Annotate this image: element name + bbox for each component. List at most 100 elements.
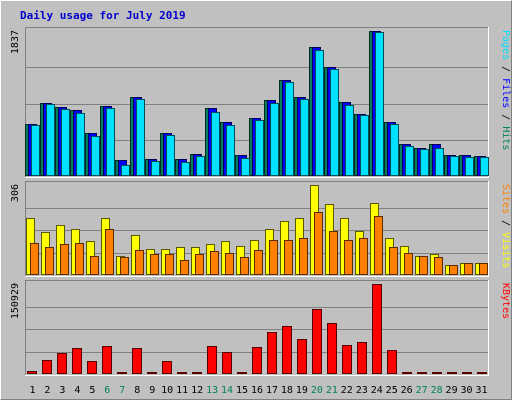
x-tick-label: 10 xyxy=(161,385,173,396)
bar-sites-day-26 xyxy=(404,253,413,275)
bar-kbytes-day-10 xyxy=(162,361,172,374)
bar-kbytes-day-6 xyxy=(102,346,112,374)
legend-entry: / xyxy=(500,108,511,126)
bar-kbytes-day-9 xyxy=(147,372,157,374)
bar-pages-day-4 xyxy=(76,113,85,176)
bar-kbytes-day-20 xyxy=(312,309,322,374)
bar-pages-day-11 xyxy=(181,162,190,176)
bar-kbytes-day-1 xyxy=(27,371,37,374)
bar-pages-day-29 xyxy=(450,156,459,176)
bar-pages-day-18 xyxy=(285,82,294,176)
bar-sites-day-11 xyxy=(180,260,189,275)
bar-sites-day-23 xyxy=(359,238,368,275)
legend-entry: Hits xyxy=(500,126,511,150)
bar-sites-day-22 xyxy=(344,240,353,275)
bar-sites-day-8 xyxy=(135,250,144,275)
bar-sites-day-19 xyxy=(299,238,308,275)
bar-sites-day-31 xyxy=(479,263,488,275)
bar-pages-day-28 xyxy=(435,148,444,176)
axis-max-label: 150929 xyxy=(10,283,21,319)
x-tick-label: 12 xyxy=(191,385,203,396)
legend-entry: Sites xyxy=(500,184,511,214)
bar-kbytes-day-4 xyxy=(72,348,82,374)
bar-sites-day-7 xyxy=(120,257,129,275)
axis-max-label: 1837 xyxy=(10,30,21,54)
bar-kbytes-day-3 xyxy=(57,353,67,374)
bar-sites-day-24 xyxy=(374,216,383,275)
bar-pages-day-16 xyxy=(255,120,264,176)
bar-sites-day-4 xyxy=(75,243,84,275)
bar-sites-day-14 xyxy=(225,253,234,275)
bar-sites-day-2 xyxy=(45,247,54,275)
x-tick-label: 14 xyxy=(221,385,233,396)
bar-kbytes-day-12 xyxy=(192,372,202,374)
bar-kbytes-day-17 xyxy=(267,332,277,374)
x-tick-label: 24 xyxy=(371,385,383,396)
legend-entry: Pages xyxy=(500,30,511,60)
x-tick-label: 31 xyxy=(475,385,487,396)
bar-pages-day-10 xyxy=(166,135,175,176)
bar-kbytes-day-8 xyxy=(132,348,142,374)
x-tick-label: 19 xyxy=(296,385,308,396)
bar-pages-day-8 xyxy=(136,99,145,176)
panel-border-light xyxy=(25,27,489,178)
bar-pages-day-27 xyxy=(420,149,429,176)
x-tick-label: 7 xyxy=(119,385,125,396)
bar-kbytes-day-16 xyxy=(252,347,262,374)
x-tick-label: 28 xyxy=(431,385,443,396)
bar-pages-day-5 xyxy=(91,136,100,176)
legend-entry: / xyxy=(500,60,511,78)
bar-kbytes-day-30 xyxy=(462,372,472,374)
x-tick-label: 1 xyxy=(29,385,35,396)
bar-sites-day-16 xyxy=(254,250,263,275)
panel-legend: KBytes xyxy=(500,283,511,319)
panel-visits-sites: 306 Sites / Visits xyxy=(10,181,511,277)
x-tick-label: 17 xyxy=(266,385,278,396)
legend-entry: Files xyxy=(500,78,511,108)
bar-pages-day-24 xyxy=(375,32,384,176)
x-tick-label: 6 xyxy=(104,385,110,396)
bar-pages-day-20 xyxy=(315,50,324,176)
bar-sites-day-15 xyxy=(240,257,249,275)
legend-entry: Visits xyxy=(500,232,511,268)
x-tick-label: 2 xyxy=(44,385,50,396)
legend-entry: / xyxy=(500,214,511,232)
bar-sites-day-9 xyxy=(150,254,159,275)
x-tick-label: 9 xyxy=(149,385,155,396)
bar-sites-day-18 xyxy=(284,240,293,275)
bar-pages-day-6 xyxy=(106,108,115,176)
panel-border-light xyxy=(25,181,489,277)
bar-sites-day-5 xyxy=(90,256,99,275)
bar-kbytes-day-27 xyxy=(417,372,427,374)
series-kbytes xyxy=(27,284,487,374)
bar-kbytes-day-11 xyxy=(177,372,187,374)
panel-legend: Sites / Visits xyxy=(500,184,511,268)
bar-pages-day-14 xyxy=(226,125,235,176)
bar-kbytes-day-19 xyxy=(297,339,307,374)
axis-max-label: 306 xyxy=(10,184,21,202)
chart-title: Daily usage for July 2019 xyxy=(20,9,186,22)
bar-sites-day-28 xyxy=(434,257,443,275)
bar-pages-day-22 xyxy=(345,105,354,176)
series-sites xyxy=(30,212,488,275)
x-tick-label: 25 xyxy=(386,385,398,396)
bar-pages-day-31 xyxy=(480,157,489,176)
bar-kbytes-day-21 xyxy=(327,323,337,374)
x-tick-label: 30 xyxy=(461,385,473,396)
panel-border-dark xyxy=(25,280,489,376)
chart-panels: 1837 Pages / Files / Hits 306 Sites / Visit… xyxy=(10,27,511,376)
bar-kbytes-day-2 xyxy=(42,360,52,374)
bar-pages-day-19 xyxy=(300,99,309,176)
bar-sites-day-21 xyxy=(329,231,338,275)
x-tick-label: 15 xyxy=(236,385,248,396)
bar-kbytes-day-5 xyxy=(87,361,97,374)
x-tick-label: 21 xyxy=(326,385,338,396)
panel-legend: Pages / Files / Hits xyxy=(500,30,511,150)
bar-sites-day-29 xyxy=(449,265,458,275)
x-tick-label: 29 xyxy=(446,385,458,396)
x-axis-day-labels: 1 2 3 4 5 6 7 8 9 10 11 12 13 14 15 16 17 18 19 20 21 22 23 24 2… xyxy=(29,385,487,396)
bar-pages-day-3 xyxy=(61,109,70,176)
panel-border-dark xyxy=(25,181,489,277)
bar-kbytes-day-23 xyxy=(357,342,367,374)
